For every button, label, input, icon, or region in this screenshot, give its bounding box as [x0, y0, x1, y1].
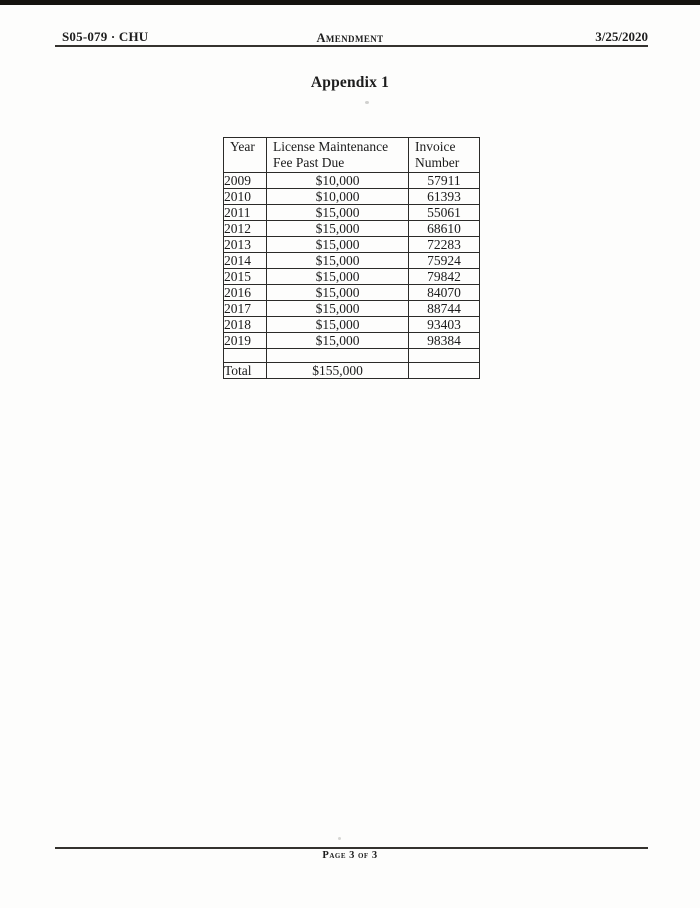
- table-cell-fee: $15,000: [266, 284, 409, 301]
- spacer-cell: [266, 348, 409, 363]
- total-row: Total $155,000: [223, 361, 480, 379]
- scan-edge-bar-top: [0, 0, 700, 5]
- table-cell-invoice: 79842: [408, 268, 480, 285]
- table-cell-year: 2009: [223, 172, 267, 189]
- table-row: 2017 $15,000 88744: [223, 300, 480, 317]
- table-cell-year: 2014: [223, 252, 267, 269]
- table-cell-invoice: 61393: [408, 188, 480, 205]
- table-row: 2009 $10,000 57911: [223, 172, 480, 189]
- col-header-invoice: Invoice Number: [408, 137, 480, 173]
- table-cell-invoice: 75924: [408, 252, 480, 269]
- total-invoice-cell: [408, 361, 480, 379]
- table-cell-invoice: 93403: [408, 316, 480, 333]
- table-cell-year: 2011: [223, 204, 267, 221]
- col-header-invoice-line1: Invoice: [415, 139, 456, 154]
- table-cell-fee: $15,000: [266, 332, 409, 349]
- fee-table: Year License Maintenance Fee Past Due In…: [223, 137, 480, 379]
- table-cell-year: 2017: [223, 300, 267, 317]
- table-cell-fee: $15,000: [266, 316, 409, 333]
- table-header-row: Year License Maintenance Fee Past Due In…: [223, 137, 480, 173]
- table-cell-fee: $15,000: [266, 268, 409, 285]
- table-cell-invoice: 68610: [408, 220, 480, 237]
- table-cell-fee: $15,000: [266, 204, 409, 221]
- table-row: 2011 $15,000 55061: [223, 204, 480, 221]
- total-label-cell: Total: [223, 361, 267, 379]
- spacer-cell: [223, 348, 267, 363]
- table-row: 2018 $15,000 93403: [223, 316, 480, 333]
- page-number: Page 3 of 3: [322, 850, 378, 861]
- table-cell-year: 2016: [223, 284, 267, 301]
- scan-speckle: [365, 101, 369, 104]
- spacer-row: [223, 348, 480, 363]
- col-header-fee: License Maintenance Fee Past Due: [266, 137, 409, 173]
- total-fee-cell: $155,000: [266, 361, 409, 379]
- footer-rule: [55, 847, 648, 849]
- table-head: Year License Maintenance Fee Past Due In…: [223, 137, 480, 173]
- table-row: 2013 $15,000 72283: [223, 236, 480, 253]
- table-cell-year: 2010: [223, 188, 267, 205]
- table-cell-year: 2015: [223, 268, 267, 285]
- table-cell-invoice: 88744: [408, 300, 480, 317]
- table-row: 2016 $15,000 84070: [223, 284, 480, 301]
- table-cell-fee: $10,000: [266, 188, 409, 205]
- table-cell-year: 2013: [223, 236, 267, 253]
- table-cell-invoice: 72283: [408, 236, 480, 253]
- header-date: 3/25/2020: [595, 29, 648, 44]
- table-cell-year: 2019: [223, 332, 267, 349]
- header-rule: [55, 45, 648, 47]
- page-title: Appendix 1: [310, 74, 390, 91]
- table-row: 2010 $10,000 61393: [223, 188, 480, 205]
- col-header-year: Year: [223, 137, 267, 173]
- document-number: S05-079 · CHU: [62, 29, 149, 44]
- col-header-fee-line2: Fee Past Due: [273, 154, 345, 170]
- table-cell-invoice: 84070: [408, 284, 480, 301]
- table-cell-invoice: 57911: [408, 172, 480, 189]
- scan-speckle: [338, 837, 341, 840]
- table-cell-fee: $15,000: [266, 236, 409, 253]
- spacer-cell: [408, 348, 480, 363]
- col-header-invoice-line2: Number: [415, 154, 460, 170]
- table-row: 2019 $15,000 98384: [223, 332, 480, 349]
- table-cell-fee: $15,000: [266, 252, 409, 269]
- col-header-fee-line1: License Maintenance: [273, 139, 389, 154]
- table-row: 2012 $15,000 68610: [223, 220, 480, 237]
- table-cell-year: 2018: [223, 316, 267, 333]
- table-cell-fee: $15,000: [266, 220, 409, 237]
- table-cell-fee: $10,000: [266, 172, 409, 189]
- table-row: 2014 $15,000 75924: [223, 252, 480, 269]
- table-cell-invoice: 55061: [408, 204, 480, 221]
- table-body: 2009 $10,000 57911 2010 $10,000 61393 2011 $15,…: [223, 172, 480, 379]
- header-center-label: Amendment: [316, 31, 384, 45]
- table-cell-year: 2012: [223, 220, 267, 237]
- table-row: 2015 $15,000 79842: [223, 268, 480, 285]
- table-cell-fee: $15,000: [266, 300, 409, 317]
- table-cell-invoice: 98384: [408, 332, 480, 349]
